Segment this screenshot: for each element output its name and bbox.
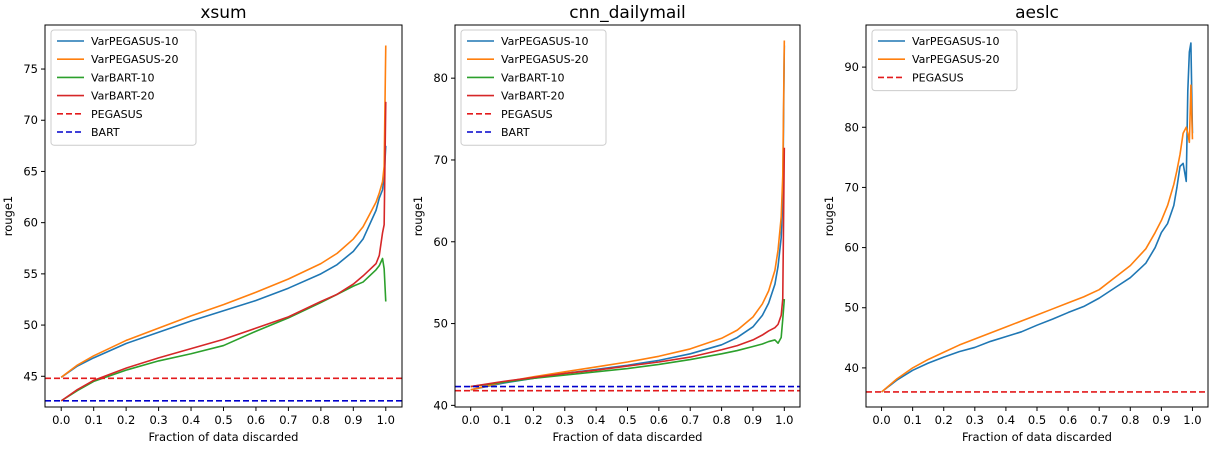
y-tick-label: 90 <box>844 60 859 74</box>
y-axis-label: rouge1 <box>1 196 15 237</box>
y-tick-label: 70 <box>844 180 859 194</box>
x-tick-label: 0.3 <box>556 413 574 427</box>
y-tick-label: 70 <box>433 153 448 167</box>
x-tick-label: 0.4 <box>182 413 200 427</box>
x-tick-label: 0.6 <box>1059 413 1077 427</box>
legend-label-pegasus: PEGASUS <box>501 108 553 121</box>
x-tick-label: 0.8 <box>712 413 730 427</box>
series-line-varpegasus-20 <box>60 45 387 378</box>
x-tick-label: 0.3 <box>149 413 167 427</box>
y-tick-label: 50 <box>23 318 38 332</box>
y-tick-label: 60 <box>433 235 448 249</box>
y-tick-label: 50 <box>844 301 859 315</box>
series-group <box>866 42 1208 393</box>
x-tick-label: 0.2 <box>935 413 953 427</box>
x-tick-label: 0.9 <box>344 413 362 427</box>
x-tick-label: 0.5 <box>214 413 232 427</box>
x-tick-label: 0.1 <box>85 413 103 427</box>
legend-label-pegasus: PEGASUS <box>912 71 964 84</box>
x-axis-label: Fraction of data discarded <box>553 430 703 444</box>
y-tick-label: 75 <box>23 62 38 76</box>
series-group <box>455 40 800 392</box>
x-tick-label: 0.6 <box>247 413 265 427</box>
x-tick-label: 0.1 <box>493 413 511 427</box>
legend-label-varpegasus-10: VarPEGASUS-10 <box>912 35 1000 48</box>
series-line-varpegasus-20 <box>470 40 786 391</box>
legend-label-varpegasus-20: VarPEGASUS-20 <box>912 53 1000 66</box>
x-tick-label: 1.0 <box>1183 413 1201 427</box>
x-tick-label: 0.2 <box>117 413 135 427</box>
series-line-varbart-20 <box>470 147 786 388</box>
x-tick-label: 0.9 <box>744 413 762 427</box>
legend: VarPEGASUS-10 VarPEGASUS-20 PEGASUS <box>871 29 1018 92</box>
series-group <box>45 45 402 402</box>
y-tick-label: 70 <box>23 113 38 127</box>
legend-label-varpegasus-20: VarPEGASUS-20 <box>501 53 589 66</box>
x-tick-label: 0.4 <box>997 413 1015 427</box>
x-tick-label: 1.0 <box>775 413 793 427</box>
y-tick-label: 55 <box>23 267 38 281</box>
y-tick-label: 40 <box>433 398 448 412</box>
y-tick-label: 40 <box>844 361 859 375</box>
x-tick-label: 0.7 <box>1090 413 1108 427</box>
series-line-varpegasus-20 <box>881 84 1194 393</box>
legend: VarPEGASUS-10 VarPEGASUS-20 VarBART-10 VarB… <box>50 29 197 146</box>
series-line-varbart-10 <box>470 298 786 388</box>
x-tick-label: 0.3 <box>966 413 984 427</box>
legend-label-bart: BART <box>501 126 530 139</box>
x-tick-label: 0.0 <box>52 413 70 427</box>
legend-label-varbart-20: VarBART-20 <box>501 90 565 103</box>
y-tick-label: 60 <box>844 241 859 255</box>
legend-label-varbart-20: VarBART-20 <box>91 90 155 103</box>
series-line-varbart-20 <box>60 101 387 402</box>
x-tick-label: 0.9 <box>1152 413 1170 427</box>
y-tick-label: 45 <box>23 369 38 383</box>
chart-title: cnn_dailymail <box>569 3 686 23</box>
legend: VarPEGASUS-10 VarPEGASUS-20 VarBART-10 VarB… <box>460 29 607 146</box>
x-tick-label: 0.8 <box>312 413 330 427</box>
x-axis-label: Fraction of data discarded <box>149 430 299 444</box>
y-tick-label: 60 <box>23 216 38 230</box>
y-axis-label: rouge1 <box>411 196 425 237</box>
legend-label-varpegasus-20: VarPEGASUS-20 <box>91 53 179 66</box>
x-tick-label: 0.5 <box>618 413 636 427</box>
series-line-varpegasus-10 <box>881 42 1194 393</box>
x-tick-label: 0.2 <box>524 413 542 427</box>
y-axis-label: rouge1 <box>822 196 836 237</box>
legend-box <box>871 29 1018 92</box>
y-tick-label: 80 <box>433 71 448 85</box>
x-tick-label: 0.7 <box>681 413 699 427</box>
x-tick-label: 0.5 <box>1028 413 1046 427</box>
legend-label-pegasus: PEGASUS <box>91 108 143 121</box>
chart-title: aeslc <box>1015 3 1059 23</box>
y-tick-label: 50 <box>433 317 448 331</box>
series-line-varpegasus-10 <box>60 145 387 378</box>
legend-label-varpegasus-10: VarPEGASUS-10 <box>91 35 179 48</box>
x-tick-label: 0.1 <box>903 413 921 427</box>
x-tick-label: 0.6 <box>650 413 668 427</box>
x-tick-label: 0.0 <box>872 413 890 427</box>
x-tick-label: 1.0 <box>377 413 395 427</box>
legend-box <box>460 29 607 146</box>
chart-cnn-dailymail: 0.0 0.1 0.2 0.3 0.4 0.5 0.6 0.7 0.8 0.9 1.0 40 50 60 7… <box>411 3 801 444</box>
legend-label-varpegasus-10: VarPEGASUS-10 <box>501 35 589 48</box>
chart-aeslc: 0.0 0.1 0.2 0.3 0.4 0.5 0.6 0.7 0.8 0.9 1.0 40 50 60 7… <box>822 3 1209 444</box>
x-tick-label: 0.4 <box>587 413 605 427</box>
series-line-varbart-10 <box>60 257 387 402</box>
legend-label-varbart-10: VarBART-10 <box>501 71 565 84</box>
legend-label-varbart-10: VarBART-10 <box>91 71 155 84</box>
y-tick-label: 80 <box>844 120 859 134</box>
x-tick-label: 0.0 <box>462 413 480 427</box>
x-tick-label: 0.8 <box>1121 413 1139 427</box>
y-tick-label: 65 <box>23 164 38 178</box>
legend-box <box>50 29 197 146</box>
chart-title: xsum <box>200 3 246 23</box>
legend-label-bart: BART <box>91 126 120 139</box>
x-axis-label: Fraction of data discarded <box>962 430 1112 444</box>
chart-xsum: 0.0 0.1 0.2 0.3 0.4 0.5 0.6 0.7 0.8 0.9 1.0 45 50 55 6… <box>1 3 403 444</box>
x-tick-label: 0.7 <box>279 413 297 427</box>
